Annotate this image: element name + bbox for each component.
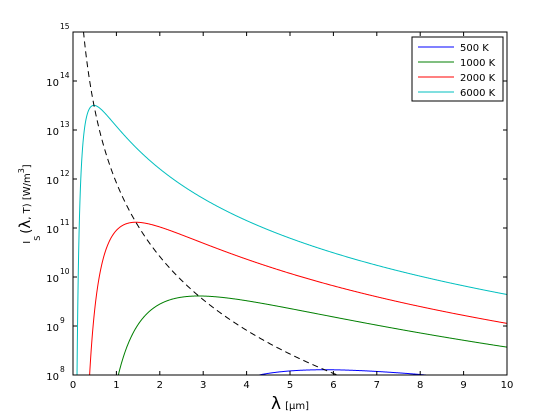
y-tick-base: 10 — [46, 78, 59, 89]
y-tick-exponent: 11 — [60, 218, 70, 227]
series-line-1000k — [117, 295, 507, 375]
y-tick-exponent: 15 — [60, 22, 70, 31]
x-tick-label: 4 — [243, 380, 249, 391]
x-tick-label: 8 — [417, 380, 423, 391]
legend-entry: 500 K — [460, 43, 489, 54]
x-tick-label: 10 — [501, 380, 514, 391]
legend-entry: 1000 K — [460, 58, 496, 69]
y-tick-base: 10 — [46, 323, 59, 334]
y-tick-exponent: 10 — [60, 267, 70, 276]
x-tick-label: 3 — [200, 380, 206, 391]
y-tick-exponent: 13 — [60, 120, 70, 129]
y-tick-exponent: 9 — [60, 316, 65, 325]
x-tick-label: 2 — [157, 380, 163, 391]
wien-peak-curve — [83, 32, 339, 375]
legend-entry: 6000 K — [460, 88, 496, 99]
axis-ticks — [72, 31, 508, 376]
legend-box — [411, 36, 504, 102]
y-tick-base: 10 — [46, 127, 59, 138]
series-line-6000k — [76, 104, 507, 375]
y-tick-exponent: 8 — [60, 365, 65, 374]
y-tick-base: 10 — [46, 372, 59, 383]
x-tick-label: 6 — [330, 380, 336, 391]
y-tick-base: 10 — [46, 176, 59, 187]
x-tick-label: 7 — [374, 380, 380, 391]
y-tick-base: 10 — [46, 225, 59, 236]
x-tick-label: 5 — [287, 380, 293, 391]
x-tick-label: 1 — [113, 380, 119, 391]
y-axis-label: IS(λ, T) [W/m3] — [16, 164, 42, 244]
y-tick-base: 10 — [46, 274, 59, 285]
legend-entry: 2000 K — [460, 73, 496, 84]
x-tick-label: 0 — [70, 380, 76, 391]
x-tick-label: 9 — [460, 380, 466, 391]
y-tick-exponent: 12 — [60, 169, 70, 178]
y-tick-exponent: 14 — [60, 71, 70, 80]
series-line-2000k — [89, 221, 507, 375]
x-axis-label: λ [μm] — [271, 394, 309, 414]
legend: 500 K 1000 K 2000 K 6000 K — [411, 36, 504, 102]
plot-area — [76, 32, 507, 375]
series-line-500k — [256, 369, 433, 375]
